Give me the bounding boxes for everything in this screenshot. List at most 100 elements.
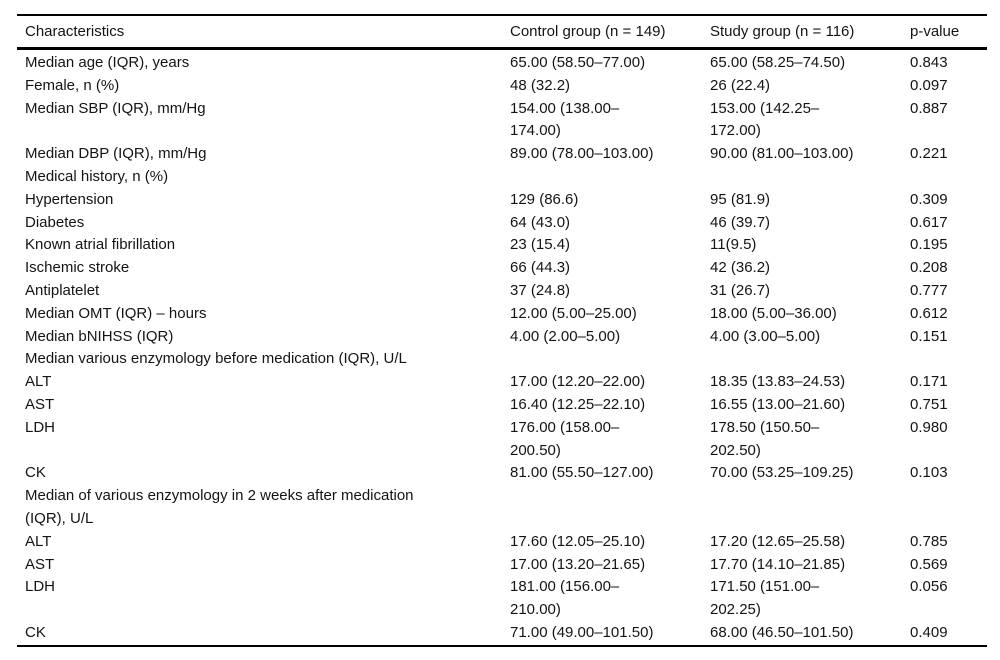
control-group-cell xyxy=(510,348,710,371)
table-row: LDH 181.00 (156.00– 210.00) 171.50 (151.… xyxy=(17,576,987,622)
column-header-p-value: p-value xyxy=(910,15,987,50)
study-group-cell: 4.00 (3.00–5.00) xyxy=(710,327,821,345)
control-group-cell xyxy=(510,485,710,531)
control-group-cell xyxy=(510,166,710,189)
control-group-cell: 81.00 (55.50–127.00) xyxy=(510,464,654,482)
table-row: Median OMT (IQR) – hours 12.00 (5.00–25.… xyxy=(17,303,987,326)
control-group-cell: 12.00 (5.00–25.00) xyxy=(510,304,637,322)
study-group-cell: 31 (26.7) xyxy=(710,281,771,299)
row-label-cell: Diabetes xyxy=(25,213,85,231)
table-row: Known atrial fibrillation 23 (15.4) 11(9… xyxy=(17,234,987,257)
study-group-cell: 46 (39.7) xyxy=(710,213,771,231)
table-row: Median of various enzymology in 2 weeks … xyxy=(17,485,987,531)
control-group-cell: 65.00 (58.50–77.00) xyxy=(510,54,646,71)
p-value-cell xyxy=(910,166,987,189)
table-row: Antiplatelet 37 (24.8) 31 (26.7) 0.777 xyxy=(17,280,987,303)
control-group-cell: 89.00 (78.00–103.00) xyxy=(510,145,654,163)
table-row: Diabetes 64 (43.0) 46 (39.7) 0.617 xyxy=(17,212,987,235)
control-group-cell: 66 (44.3) xyxy=(510,259,571,277)
study-group-cell xyxy=(710,166,910,189)
table-row: Median various enzymology before medicat… xyxy=(17,348,987,371)
row-label-cell: Median of various enzymology in 2 weeks … xyxy=(25,487,414,527)
p-value-cell: 0.195 xyxy=(910,236,948,254)
row-label-cell: Female, n (%) xyxy=(25,76,120,94)
study-group-cell: 70.00 (53.25–109.25) xyxy=(710,464,854,482)
row-label-cell: Median OMT (IQR) – hours xyxy=(25,304,207,322)
p-value-cell xyxy=(910,348,987,371)
table-row: Female, n (%) 48 (32.2) 26 (22.4) 0.097 xyxy=(17,75,987,98)
row-label-cell: Known atrial fibrillation xyxy=(25,236,176,254)
study-group-cell: 95 (81.9) xyxy=(710,190,771,208)
p-value-cell: 0.056 xyxy=(910,578,948,596)
study-group-cell: 42 (36.2) xyxy=(710,259,771,277)
table-body: Median age (IQR), years 65.00 (58.50–77.… xyxy=(17,49,987,646)
p-value-cell: 0.097 xyxy=(910,76,948,94)
study-group-cell xyxy=(710,348,910,371)
p-value-cell: 0.171 xyxy=(910,373,948,391)
p-value-cell: 0.843 xyxy=(910,54,948,71)
row-label-cell: Medical history, n (%) xyxy=(25,167,169,185)
row-label-cell: CK xyxy=(25,623,46,641)
table-row: Median DBP (IQR), mm/Hg 89.00 (78.00–103… xyxy=(17,143,987,166)
study-group-cell: 17.20 (12.65–25.58) xyxy=(710,532,846,550)
p-value-cell: 0.751 xyxy=(910,395,948,413)
table-row: Hypertension 129 (86.6) 95 (81.9) 0.309 xyxy=(17,189,987,212)
row-label-cell: ALT xyxy=(25,373,52,391)
p-value-cell: 0.612 xyxy=(910,304,948,322)
table-row: Medical history, n (%) xyxy=(17,166,987,189)
control-group-cell: 16.40 (12.25–22.10) xyxy=(510,395,646,413)
p-value-cell: 0.208 xyxy=(910,259,948,277)
characteristics-table: Characteristics Control group (n = 149) … xyxy=(17,14,987,647)
table-row: Ischemic stroke 66 (44.3) 42 (36.2) 0.20… xyxy=(17,257,987,280)
control-group-cell: 176.00 (158.00– 200.50) xyxy=(510,418,620,459)
control-group-cell: 181.00 (156.00– 210.00) xyxy=(510,578,620,619)
row-label-cell: Median age (IQR), years xyxy=(25,54,190,71)
study-group-cell: 18.35 (13.83–24.53) xyxy=(710,373,846,391)
row-label-cell: Median various enzymology before medicat… xyxy=(25,350,407,368)
column-header-characteristics: Characteristics xyxy=(17,15,510,50)
row-label-cell: AST xyxy=(25,555,55,573)
control-group-cell: 71.00 (49.00–101.50) xyxy=(510,623,654,641)
control-group-cell: 17.00 (12.20–22.00) xyxy=(510,373,646,391)
control-group-cell: 23 (15.4) xyxy=(510,236,571,254)
study-group-cell: 65.00 (58.25–74.50) xyxy=(710,54,846,71)
table-row: Median SBP (IQR), mm/Hg 154.00 (138.00– … xyxy=(17,98,987,144)
row-label-cell: LDH xyxy=(25,578,56,596)
p-value-cell: 0.980 xyxy=(910,418,948,436)
row-label-cell: ALT xyxy=(25,532,52,550)
p-value-cell xyxy=(910,485,987,531)
row-label-cell: Median bNIHSS (IQR) xyxy=(25,327,174,345)
table-header-row: Characteristics Control group (n = 149) … xyxy=(17,15,987,50)
row-label-cell: CK xyxy=(25,464,46,482)
study-group-cell: 16.55 (13.00–21.60) xyxy=(710,395,846,413)
row-label-cell: Hypertension xyxy=(25,190,114,208)
study-group-cell xyxy=(710,485,910,531)
row-label-cell: Median SBP (IQR), mm/Hg xyxy=(25,99,206,117)
table-row: LDH 176.00 (158.00– 200.50) 178.50 (150.… xyxy=(17,417,987,463)
table-row: CK 81.00 (55.50–127.00) 70.00 (53.25–109… xyxy=(17,462,987,485)
p-value-cell: 0.569 xyxy=(910,555,948,573)
study-group-cell: 17.70 (14.10–21.85) xyxy=(710,555,846,573)
study-group-cell: 68.00 (46.50–101.50) xyxy=(710,623,854,641)
study-group-cell: 11(9.5) xyxy=(710,236,757,254)
p-value-cell: 0.221 xyxy=(910,145,948,163)
control-group-cell: 154.00 (138.00– 174.00) xyxy=(510,99,620,140)
p-value-cell: 0.103 xyxy=(910,464,948,482)
study-group-cell: 26 (22.4) xyxy=(710,76,771,94)
row-label-cell: Ischemic stroke xyxy=(25,259,130,277)
column-header-control-group: Control group (n = 149) xyxy=(510,15,710,50)
control-group-cell: 17.60 (12.05–25.10) xyxy=(510,532,646,550)
table-row: Median age (IQR), years 65.00 (58.50–77.… xyxy=(17,49,987,75)
study-group-cell: 171.50 (151.00– 202.25) xyxy=(710,578,820,619)
p-value-cell: 0.617 xyxy=(910,213,948,231)
table-row: Median bNIHSS (IQR) 4.00 (2.00–5.00) 4.0… xyxy=(17,326,987,349)
row-label-cell: AST xyxy=(25,395,55,413)
row-label-cell: LDH xyxy=(25,418,56,436)
p-value-cell: 0.409 xyxy=(910,623,948,641)
study-group-cell: 90.00 (81.00–103.00) xyxy=(710,145,854,163)
p-value-cell: 0.309 xyxy=(910,190,948,208)
table-row: AST 17.00 (13.20–21.65) 17.70 (14.10–21.… xyxy=(17,554,987,577)
study-group-cell: 178.50 (150.50– 202.50) xyxy=(710,418,820,459)
control-group-cell: 17.00 (13.20–21.65) xyxy=(510,555,646,573)
